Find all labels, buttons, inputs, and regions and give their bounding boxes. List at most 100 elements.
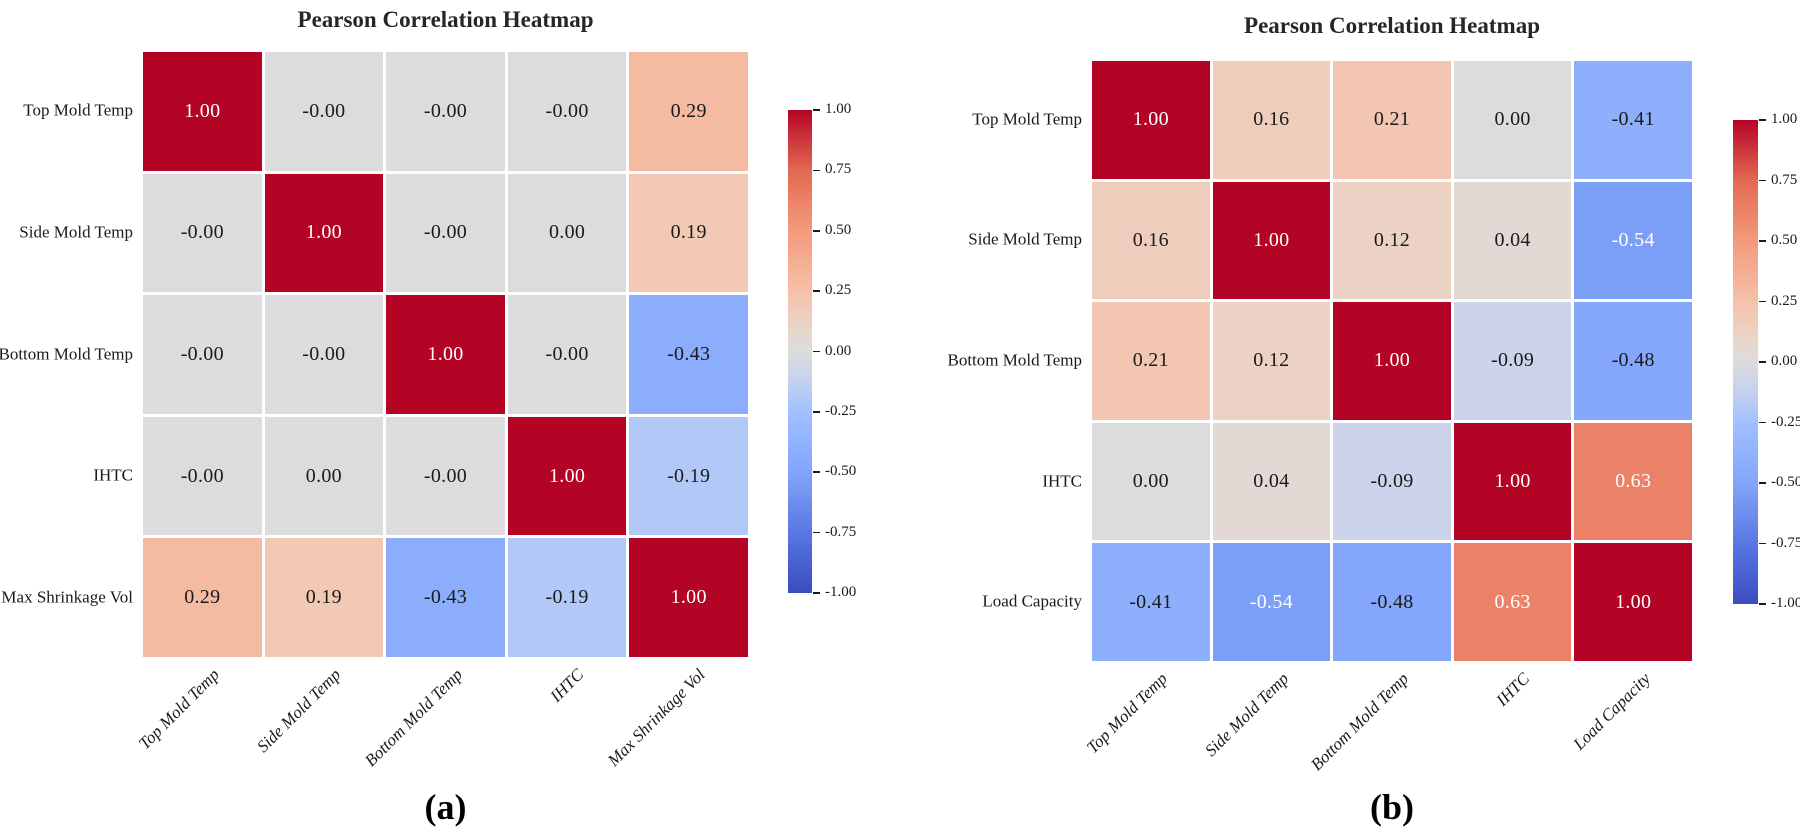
heatmap-cell: -0.00 (264, 52, 384, 171)
heatmap-cell: 0.63 (1453, 543, 1572, 661)
heatmap-cell: 0.29 (629, 52, 748, 171)
colorbar-tick-label: 1.00 (1771, 111, 1798, 128)
heatmap-cell: 1.00 (386, 295, 505, 414)
heatmap-cell: -0.41 (1092, 543, 1210, 661)
heatmap-cell: -0.54 (1212, 543, 1331, 661)
heatmap-cell: -0.48 (1333, 543, 1451, 661)
heatmap-cell: 1.00 (507, 416, 627, 536)
heatmap-cell: 0.19 (629, 173, 748, 293)
colorbar-tick-label: -0.50 (825, 463, 857, 480)
row-label: Bottom Mold Temp (0, 344, 133, 364)
heatmap-grid: 1.00 0.16 0.21 0.00 -0.41 0.16 1.00 0.12 0.04 -0.… (1092, 61, 1692, 661)
colorbar-tick-label: 0.00 (825, 342, 852, 359)
heatmap-cell: -0.00 (143, 295, 262, 414)
heatmap-cell: 0.00 (264, 416, 384, 536)
colorbar-tick-label: 0.50 (1771, 232, 1798, 249)
colorbar-tick-label: -0.50 (1771, 474, 1800, 491)
row-label: IHTC (1042, 471, 1082, 491)
row-label: Max Shrinkage Vol (1, 587, 133, 607)
heatmap-cell: -0.00 (507, 295, 627, 414)
heatmap-cell: 0.00 (1092, 422, 1210, 541)
colorbar-tick (813, 411, 820, 413)
heatmap-cell: -0.41 (1574, 61, 1692, 179)
colorbar-tick-label: 0.75 (1771, 171, 1798, 188)
colorbar-tick (1759, 482, 1766, 484)
heatmap-cell: 1.00 (143, 52, 262, 171)
colorbar-tick (813, 229, 820, 232)
heatmap-cell: -0.00 (264, 295, 384, 414)
heatmap-cell: -0.48 (1574, 302, 1692, 420)
colorbar-tick-label: 0.25 (825, 282, 852, 299)
colorbar-tick-label: -1.00 (1771, 595, 1800, 612)
colorbar-tick (1759, 421, 1766, 424)
heatmap-cell: 0.21 (1333, 61, 1451, 179)
colorbar (1733, 120, 1758, 604)
panel-caption: (a) (424, 787, 467, 827)
colorbar-tick (1759, 542, 1766, 545)
heatmap-cell: 0.16 (1212, 61, 1331, 179)
heatmap-cell: 0.29 (143, 538, 262, 657)
heatmap-cell: 1.00 (1453, 422, 1572, 541)
page-title: Pearson Correlation Heatmap (1244, 13, 1540, 38)
heatmap-cell: -0.43 (629, 295, 748, 414)
row-label: Side Mold Temp (968, 229, 1082, 249)
colorbar-tick-label: 0.50 (825, 221, 852, 238)
colorbar-tick (1759, 603, 1766, 605)
colorbar-tick (813, 169, 820, 172)
heatmap-cell: 0.12 (1333, 181, 1451, 300)
heatmap-cell: -0.09 (1333, 422, 1451, 541)
colorbar-tick (813, 350, 820, 353)
colorbar-tick (813, 471, 820, 474)
heatmap-cell: 0.63 (1574, 422, 1692, 541)
col-label: Top Mold Temp (1083, 669, 1172, 758)
colorbar-tick-label: 1.00 (825, 101, 852, 118)
colorbar-tick-label: 0.00 (1771, 353, 1798, 370)
row-label: Top Mold Temp (23, 100, 133, 120)
heatmap-cell: 1.00 (629, 538, 748, 657)
colorbar-tick (1759, 179, 1766, 182)
heatmap-cell: -0.00 (143, 416, 262, 536)
heatmap-cell: 1.00 (1212, 181, 1331, 300)
heatmap-cell: -0.00 (386, 173, 505, 293)
col-label: Bottom Mold Temp (1307, 669, 1413, 775)
heatmap-cell: -0.00 (507, 52, 627, 171)
heatmap-grid: 1.00 -0.00 -0.00 -0.00 0.29 -0.00 1.00 -0.00 0.0… (143, 52, 748, 657)
row-label: IHTC (93, 465, 133, 485)
heatmap-cell: 0.12 (1212, 302, 1331, 420)
row-label: Side Mold Temp (19, 222, 133, 242)
heatmap-cell: -0.09 (1453, 302, 1572, 420)
colorbar (788, 110, 812, 593)
col-label: Load Capacity (1569, 669, 1654, 754)
heatmap-cell: 1.00 (1333, 302, 1451, 420)
heatmap-cell: 1.00 (1574, 543, 1692, 661)
heatmap-cell: -0.19 (629, 416, 748, 536)
colorbar-tick (1759, 240, 1766, 242)
row-label: Bottom Mold Temp (947, 350, 1082, 370)
heatmap-cell: -0.43 (386, 538, 505, 657)
colorbar-tick-label: -0.75 (825, 523, 857, 540)
heatmap-cell: 0.19 (264, 538, 384, 657)
colorbar-tick (1759, 300, 1766, 303)
heatmap-cell: 0.04 (1453, 181, 1572, 300)
colorbar-tick-label: 0.25 (1771, 292, 1798, 309)
colorbar-tick-label: -0.25 (825, 403, 857, 420)
heatmap-cell: 0.00 (1453, 61, 1572, 179)
heatmap-cell: 0.16 (1092, 181, 1210, 300)
heatmap-cell: 0.00 (507, 173, 627, 293)
colorbar-tick-label: 0.75 (825, 161, 852, 178)
page-title: Pearson Correlation Heatmap (297, 7, 594, 32)
colorbar-tick-label: -1.00 (825, 584, 857, 601)
row-label: Top Mold Temp (972, 109, 1082, 129)
heatmap-cell: -0.00 (143, 173, 262, 293)
colorbar-tick (1759, 119, 1766, 121)
heatmap-cell: -0.00 (386, 416, 505, 536)
heatmap-cell: 0.04 (1212, 422, 1331, 541)
heatmap-cell: -0.00 (386, 52, 505, 171)
panel-caption: (b) (1370, 787, 1414, 827)
colorbar-tick-label: -0.75 (1771, 534, 1800, 551)
col-label: IHTC (1492, 669, 1534, 710)
heatmap-cell: 1.00 (264, 173, 384, 293)
